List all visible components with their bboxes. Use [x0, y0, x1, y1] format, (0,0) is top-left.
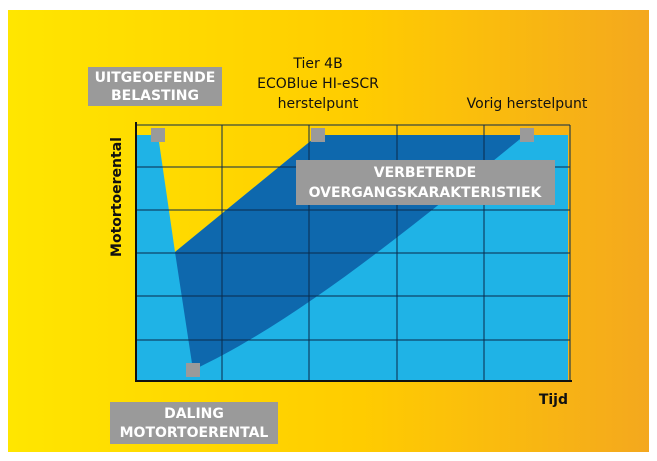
label: herstelpunt [278, 96, 359, 112]
label: UITGEOEFENDE [95, 70, 216, 86]
label: ECOBlue HI-eSCR [257, 76, 379, 92]
label: VERBETERDE [374, 165, 477, 181]
axes [135, 122, 572, 382]
label-box [296, 160, 555, 205]
label-box [88, 67, 222, 106]
y-axis-label: Motortoerental [109, 137, 125, 257]
label: DALING [164, 406, 224, 422]
markers [151, 128, 534, 377]
x-axis-label: Tijd [539, 392, 568, 408]
label: Tier 4B [292, 56, 342, 72]
label: BELASTING [111, 88, 199, 104]
label-box [110, 402, 278, 444]
label: MOTORTOERENTAL [120, 425, 269, 441]
grid [137, 124, 571, 381]
label: OVERGANGSKARAKTERISTIEK [309, 185, 543, 201]
label: Vorig herstelpunt [467, 96, 588, 112]
